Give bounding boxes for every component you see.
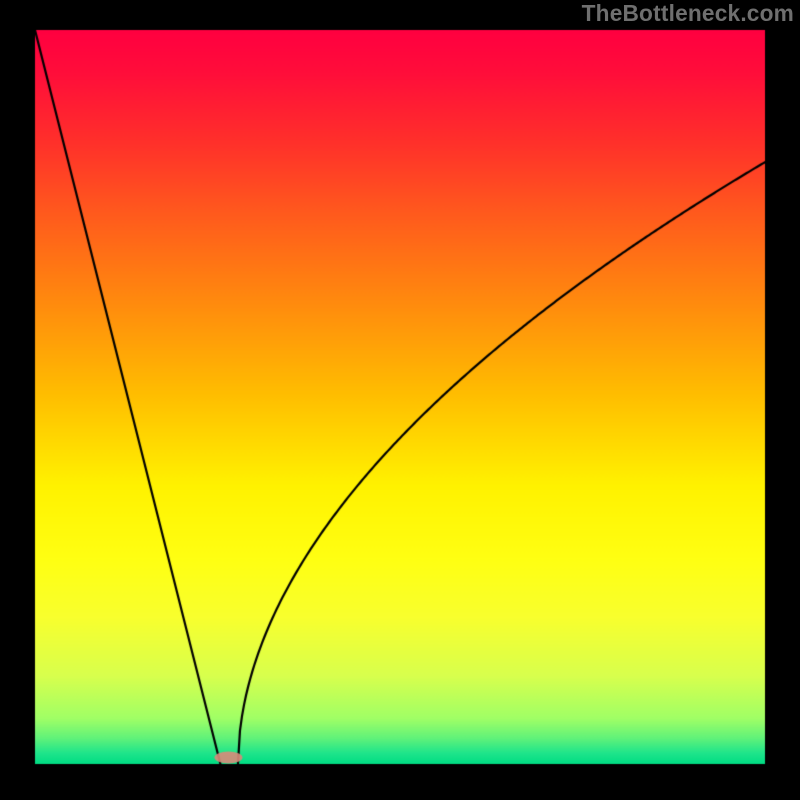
chart-stage: TheBottleneck.com [0,0,800,800]
watermark-text: TheBottleneck.com [582,0,794,27]
bottleneck-chart-canvas [0,0,800,800]
